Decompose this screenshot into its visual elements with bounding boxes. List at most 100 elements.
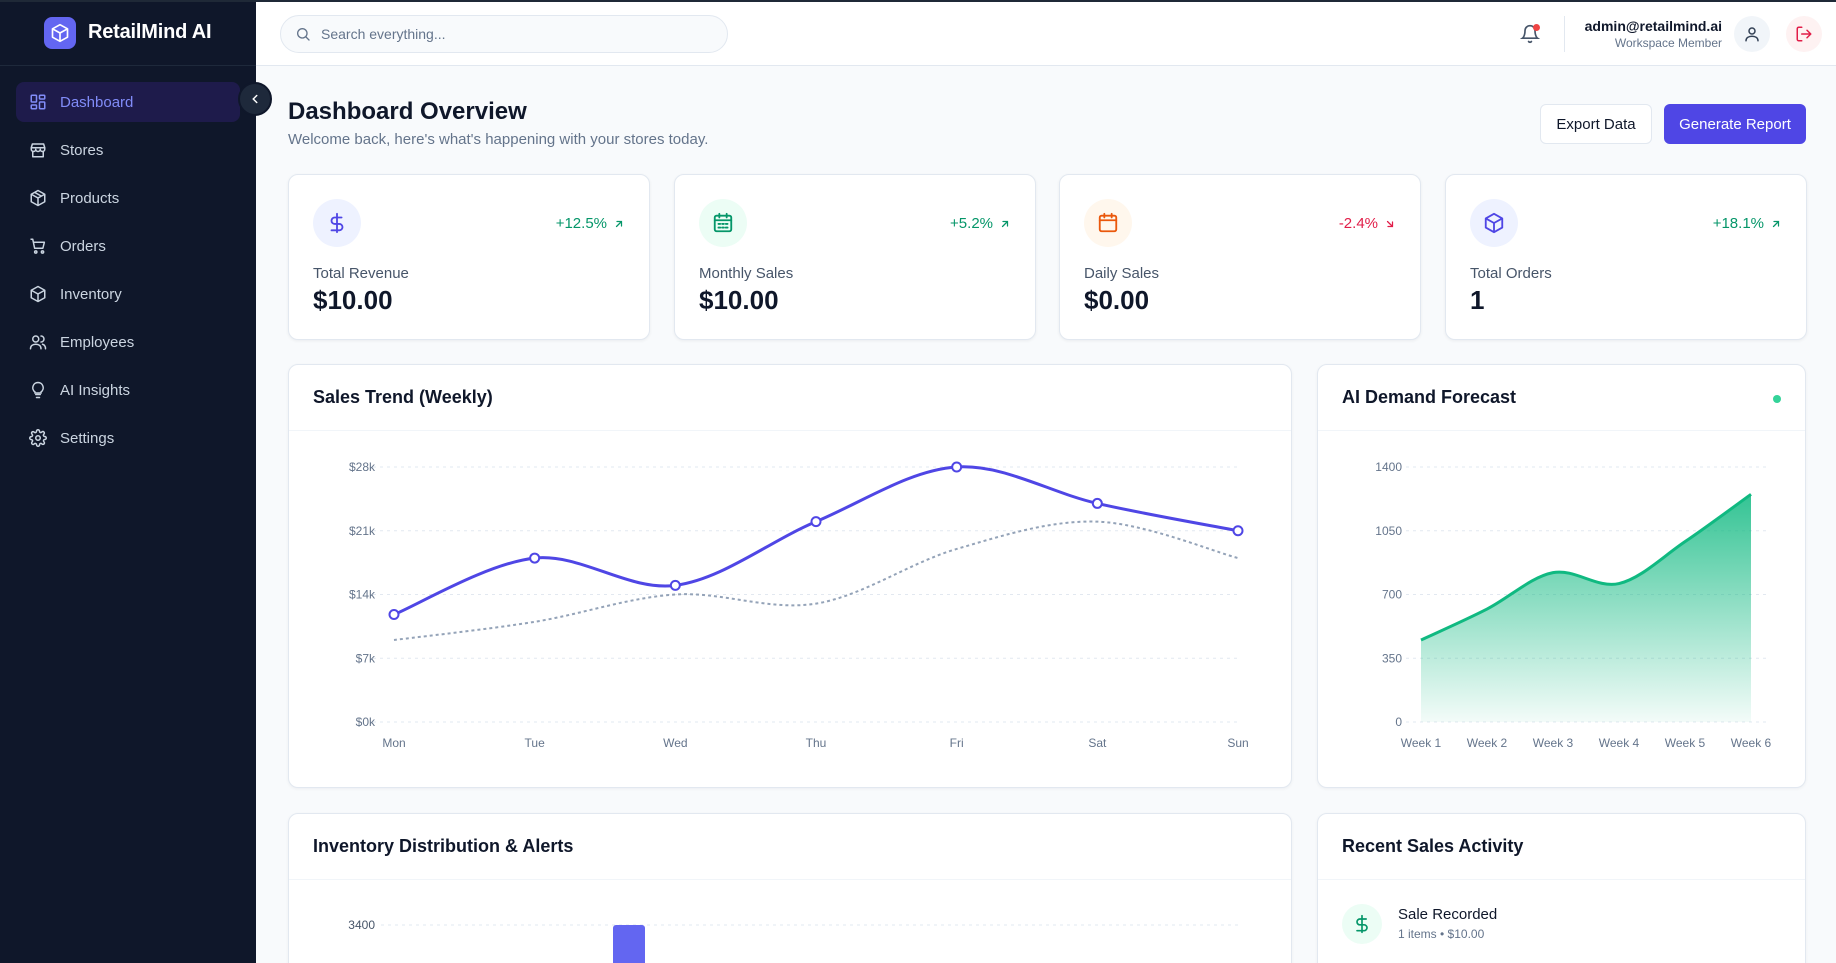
y-tick-label: 700: [1382, 588, 1402, 602]
data-point: [671, 581, 680, 590]
live-status-dot: [1773, 395, 1781, 403]
x-tick-label: Fri: [950, 736, 964, 750]
series-line-sales: [394, 467, 1238, 615]
store-icon: [28, 140, 48, 160]
sidebar-item-ai-insights[interactable]: AI Insights: [16, 370, 240, 410]
cube-logo-icon: [44, 17, 76, 49]
panel-title: Sales Trend (Weekly): [289, 365, 1291, 431]
y-tick-label: 1050: [1375, 524, 1402, 538]
package-icon: [1470, 199, 1518, 247]
y-tick-label: 1400: [1375, 460, 1402, 474]
sidebar-item-orders[interactable]: Orders: [16, 226, 240, 266]
sidebar-item-dashboard[interactable]: Dashboard: [16, 82, 240, 122]
sidebar-collapse-button[interactable]: [238, 82, 272, 116]
sidebar: RetailMind AI Dashboard Stores Products …: [0, 0, 256, 963]
y-tick-label: 350: [1382, 651, 1402, 665]
series-line-comparison: [394, 522, 1238, 640]
generate-report-button[interactable]: Generate Report: [1664, 104, 1806, 144]
stat-label: Monthly Sales: [699, 265, 793, 282]
stat-card-monthly-sales: +5.2% Monthly Sales $10.00: [674, 174, 1036, 340]
inventory-chart: 3400: [289, 880, 1292, 963]
panel-title: AI Demand Forecast: [1318, 365, 1805, 431]
sales-trend-chart: $0k$7k$14k$21k$28kMon Tue Wed Thu Fri Sat Sun: [289, 431, 1292, 787]
export-data-button[interactable]: Export Data: [1540, 104, 1652, 144]
sidebar-nav: Dashboard Stores Products Orders Invento…: [0, 82, 256, 458]
sidebar-item-label: Inventory: [60, 286, 122, 303]
ai-forecast-chart: 0 350 700 1050 1400 Week 1 Week 2 Week 3 Week 4 W…: [1318, 431, 1806, 787]
chevron-left-icon: [248, 92, 262, 106]
notification-badge: [1533, 24, 1540, 31]
x-tick-label: Mon: [382, 736, 405, 750]
box-icon: [28, 284, 48, 304]
logout-icon: [1795, 25, 1813, 43]
user-email: admin@retailmind.ai: [1585, 18, 1722, 34]
brand[interactable]: RetailMind AI: [0, 0, 256, 66]
x-tick-label: Week 2: [1467, 736, 1508, 750]
sidebar-item-label: AI Insights: [60, 382, 130, 399]
stat-value: $10.00: [313, 285, 393, 316]
sidebar-item-label: Stores: [60, 142, 103, 159]
sidebar-item-label: Orders: [60, 238, 106, 255]
calendar-icon: [1084, 199, 1132, 247]
page-title: Dashboard Overview: [288, 98, 527, 126]
sidebar-item-products[interactable]: Products: [16, 178, 240, 218]
y-tick-label: $28k: [349, 460, 376, 474]
stat-card-daily-sales: -2.4% Daily Sales $0.00: [1059, 174, 1421, 340]
sidebar-item-label: Settings: [60, 430, 114, 447]
inventory-panel: Inventory Distribution & Alerts 3400: [288, 813, 1292, 963]
x-tick-label: Week 4: [1599, 736, 1640, 750]
sidebar-item-settings[interactable]: Settings: [16, 418, 240, 458]
activity-subtitle: 1 items • $10.00: [1398, 927, 1484, 941]
x-tick-label: Thu: [806, 736, 827, 750]
data-point: [530, 554, 539, 563]
search-box: [280, 15, 728, 53]
data-point: [390, 610, 399, 619]
data-point: [952, 463, 961, 472]
y-tick-label: $21k: [349, 524, 376, 538]
stat-delta-value: -2.4%: [1339, 215, 1378, 232]
dashboard-icon: [28, 92, 48, 112]
arrow-up-right-icon: [1770, 218, 1782, 230]
dollar-icon: [1342, 904, 1382, 944]
stat-card-total-orders: +18.1% Total Orders 1: [1445, 174, 1807, 340]
stat-label: Total Orders: [1470, 265, 1552, 282]
activity-title: Sale Recorded: [1398, 906, 1497, 923]
data-point: [1093, 499, 1102, 508]
package-icon: [28, 188, 48, 208]
sales-trend-panel: Sales Trend (Weekly) $0k $7k $14k $21k $28k M…: [288, 364, 1292, 788]
y-tick-label: $7k: [356, 651, 376, 665]
search-input[interactable]: [321, 26, 701, 42]
user-role: Workspace Member: [1615, 36, 1722, 50]
arrow-up-right-icon: [999, 218, 1011, 230]
cart-icon: [28, 236, 48, 256]
sidebar-item-employees[interactable]: Employees: [16, 322, 240, 362]
sidebar-item-stores[interactable]: Stores: [16, 130, 240, 170]
search-icon: [295, 26, 311, 42]
x-tick-label: Sun: [1227, 736, 1248, 750]
data-point: [1234, 526, 1243, 535]
stat-value: 1: [1470, 285, 1484, 316]
topbar: admin@retailmind.ai Workspace Member: [256, 2, 1836, 66]
stat-card-total-revenue: +12.5% Total Revenue $10.00: [288, 174, 650, 340]
sidebar-item-label: Products: [60, 190, 119, 207]
user-menu-button[interactable]: [1734, 16, 1770, 52]
x-tick-label: Week 3: [1533, 736, 1574, 750]
page-subtitle: Welcome back, here's what's happening wi…: [288, 131, 708, 148]
logout-button[interactable]: [1786, 16, 1822, 52]
panel-title: Inventory Distribution & Alerts: [289, 814, 1291, 880]
arrow-up-right-icon: [613, 218, 625, 230]
panel-title: Recent Sales Activity: [1318, 814, 1805, 880]
x-tick-label: Week 5: [1665, 736, 1706, 750]
activity-item[interactable]: Sale Recorded 1 items • $10.00: [1318, 880, 1805, 963]
notifications-button[interactable]: [1518, 22, 1542, 46]
stat-delta-value: +18.1%: [1713, 215, 1764, 232]
stat-label: Daily Sales: [1084, 265, 1159, 282]
sidebar-item-label: Employees: [60, 334, 134, 351]
inventory-bar: [613, 925, 645, 963]
y-tick-label: 0: [1395, 715, 1402, 729]
stat-delta: +18.1%: [1713, 215, 1782, 232]
sidebar-item-inventory[interactable]: Inventory: [16, 274, 240, 314]
x-tick-label: Tue: [525, 736, 546, 750]
data-point: [812, 517, 821, 526]
stat-delta-value: +12.5%: [556, 215, 607, 232]
